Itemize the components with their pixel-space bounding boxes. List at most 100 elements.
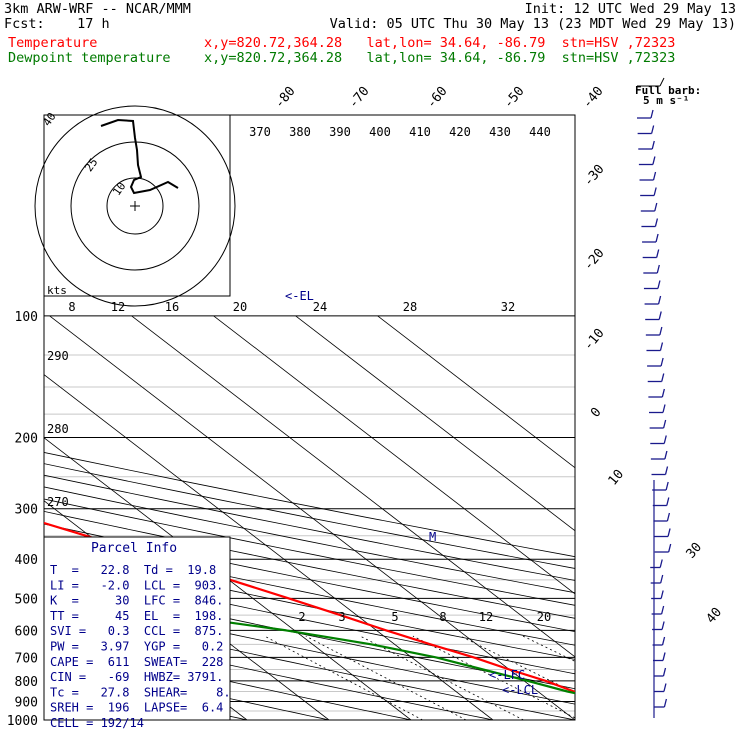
dry-adiabat xyxy=(44,536,575,646)
theta-label: 410 xyxy=(409,125,431,139)
wind-barb xyxy=(660,605,665,615)
wind-barb xyxy=(657,295,662,305)
hodograph-speed-label: 12 xyxy=(111,300,125,314)
theta-label: 290 xyxy=(47,349,69,363)
hodograph-units-label: kts xyxy=(47,284,67,297)
mixing-ratio-line xyxy=(412,635,575,719)
hodograph-speed-label: 32 xyxy=(501,300,515,314)
m-marker: M xyxy=(429,530,436,544)
dry-adiabat xyxy=(44,463,575,569)
plot-frame xyxy=(43,114,576,721)
theta-label: 280 xyxy=(47,422,69,436)
hodograph-ring-label: 25 xyxy=(82,156,100,174)
wind-barb xyxy=(655,233,659,243)
hodograph-ring-label: 10 xyxy=(110,180,128,198)
isotherm-label: -10 xyxy=(581,326,608,354)
wind-barb xyxy=(652,171,657,181)
dewpoint-legend-info: x,y=820.72,364.28 lat,lon= 34.64, -86.79… xyxy=(204,50,676,66)
hodograph-ring-label: 40 xyxy=(40,110,58,128)
mixing-ratio-label: 12 xyxy=(479,610,493,624)
dry-adiabat xyxy=(44,623,495,720)
lcl-marker: <-LCL xyxy=(502,683,538,697)
dry-adiabat xyxy=(44,550,575,660)
mixing-ratio-label: 5 xyxy=(391,610,398,624)
parcel-info-row: SVI = 0.3 CCL = 875. xyxy=(50,624,223,638)
barb-legend-title: Full barb: xyxy=(635,84,701,97)
wind-barb xyxy=(662,652,666,661)
wind-barb xyxy=(665,481,669,491)
isotherm-label: -20 xyxy=(581,246,608,274)
barb-legend-sample xyxy=(659,77,665,87)
pressure-label: 200 xyxy=(15,432,38,447)
theta-label: 420 xyxy=(449,125,471,139)
wind-barb xyxy=(658,311,662,320)
wind-barb xyxy=(652,156,656,165)
parcel-info-row: Tc = 27.8 SHEAR= 8. xyxy=(50,685,231,699)
mixing-ratio-line xyxy=(360,635,524,720)
hodograph-speed-label: 28 xyxy=(403,300,417,314)
wind-barb xyxy=(659,559,663,568)
wind-barb xyxy=(664,450,668,460)
hodograph-speed-label: 24 xyxy=(313,300,327,314)
isotherm-line xyxy=(44,500,330,720)
wind-barb xyxy=(659,326,663,336)
wind-barb xyxy=(650,109,654,119)
wind-barb xyxy=(660,357,664,367)
wind-barb xyxy=(662,419,667,429)
mixing-ratio-line xyxy=(305,635,467,720)
isotherm-label: 30 xyxy=(684,540,706,562)
wind-barb xyxy=(661,621,665,630)
wind-barb xyxy=(663,435,667,444)
isotherm-label: -30 xyxy=(581,162,608,190)
wind-barb xyxy=(661,388,665,398)
wind-barb xyxy=(664,466,669,475)
wind-barb xyxy=(656,249,660,258)
dry-adiabat xyxy=(44,639,413,720)
isotherm-line xyxy=(44,374,494,720)
hodograph-ring xyxy=(34,105,236,307)
init-time: Init: 12 UTC Wed 29 May 13 xyxy=(524,1,736,17)
isotherm-label: -50 xyxy=(501,84,528,112)
wind-barb xyxy=(666,497,670,506)
wind-barb xyxy=(663,698,668,708)
el-marker: <-EL xyxy=(285,289,314,303)
lfc-marker: <-LFC xyxy=(489,668,525,682)
wind-barb xyxy=(660,574,664,584)
dry-adiabat xyxy=(44,578,575,690)
wind-barb xyxy=(657,280,661,289)
isotherm-line xyxy=(295,315,575,532)
hodograph-speed-label: 16 xyxy=(165,300,179,314)
isotherm-line xyxy=(377,315,575,469)
wind-barb xyxy=(667,528,671,537)
theta-label: 440 xyxy=(529,125,551,139)
wind-barb xyxy=(661,373,665,382)
isotherm-line xyxy=(213,315,575,595)
wind-barb xyxy=(659,342,664,351)
isotherm-label: 40 xyxy=(704,605,726,627)
isotherm-label: -40 xyxy=(580,84,607,112)
hodograph-speed-label: 8 xyxy=(68,300,75,314)
theta-label: 400 xyxy=(369,125,391,139)
wind-barb xyxy=(654,202,658,212)
isotherm-label: -80 xyxy=(272,84,299,112)
pressure-label: 300 xyxy=(15,503,38,518)
pressure-label: 900 xyxy=(15,696,38,711)
pressure-label: 800 xyxy=(15,675,38,690)
wind-barb xyxy=(653,187,657,196)
wind-barb xyxy=(663,683,667,692)
isotherm-label: 0 xyxy=(588,405,605,421)
valid-time: Valid: 05 UTC Thu 30 May 13 (23 MDT Wed … xyxy=(329,16,736,32)
mixing-ratio-label: 8 xyxy=(439,610,446,624)
dry-adiabat xyxy=(44,656,331,720)
temperature-legend-label: Temperature xyxy=(8,35,98,51)
parcel-info-title: Parcel Info xyxy=(91,541,177,556)
parcel-info-row: CAPE = 611 SWEAT= 228 xyxy=(50,655,223,669)
forecast-hour: Fcst: 17 h xyxy=(4,16,110,32)
isotherm-label: -60 xyxy=(424,84,451,112)
isotherm-label: -70 xyxy=(346,84,373,112)
temperature-profile xyxy=(44,521,575,693)
mixing-ratio-label: 20 xyxy=(537,610,551,624)
parcel-info-row: K = 30 LFC = 846. xyxy=(50,594,223,608)
parcel-info-row: T = 22.8 Td = 19.8 xyxy=(50,563,216,577)
